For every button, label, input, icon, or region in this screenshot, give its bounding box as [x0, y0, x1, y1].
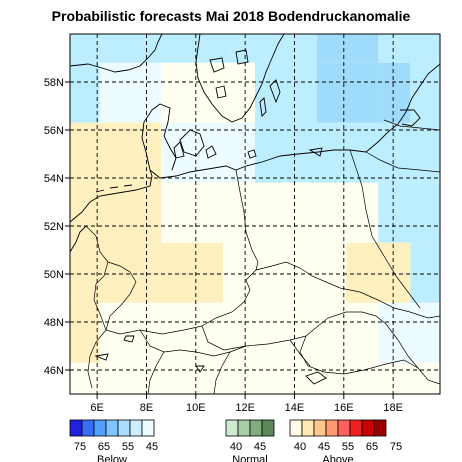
colorbar-group-label: Below — [97, 454, 127, 462]
colorbar-swatch — [361, 419, 375, 437]
colorbar-tick-label: 55 — [342, 441, 354, 453]
forecast-cell — [161, 122, 255, 183]
lat-tick-label: 52N — [44, 221, 64, 233]
colorbar-tick-label: 40 — [230, 441, 242, 453]
lat-tick-label: 54N — [44, 173, 64, 185]
chart-title: Probabilistic forecasts Mai 2018 Bodendr… — [51, 8, 411, 24]
forecast-cell — [161, 182, 379, 243]
lat-tick-label: 50N — [44, 269, 64, 281]
colorbar-swatch — [313, 419, 327, 437]
coastlines-borders — [70, 34, 440, 394]
colorbar-swatch — [117, 419, 131, 437]
colorbar-swatch — [225, 419, 239, 437]
colorbar-tick-label: 65 — [366, 441, 378, 453]
lat-tick-label: 56N — [44, 125, 64, 137]
forecast-cell — [378, 34, 440, 63]
colorbar-tick-label: 55 — [122, 441, 134, 453]
forecast-cell — [378, 302, 440, 363]
colorbar-group-label: Above — [322, 454, 353, 462]
colorbar-swatch — [81, 419, 95, 437]
forecast-cell — [316, 34, 379, 63]
lat-tick-label: 46N — [44, 365, 64, 377]
forecast-cell — [378, 182, 440, 243]
forecast-cell — [316, 62, 379, 123]
lon-tick-label: 14E — [285, 402, 305, 414]
colorbar-tick-label: 40 — [294, 441, 306, 453]
colorbar-tick-label: 75 — [390, 441, 402, 453]
colorbar-swatch — [69, 419, 83, 437]
forecast-cell — [346, 242, 411, 303]
forecast-cell — [161, 62, 255, 123]
lon-tick-label: 10E — [186, 402, 206, 414]
colorbar-swatch — [141, 419, 155, 437]
colorbar-swatch — [373, 419, 387, 437]
colorbar-swatch — [261, 419, 275, 437]
forecast-cell — [70, 362, 440, 394]
forecast-cell — [70, 62, 100, 123]
colorbar-swatch — [349, 419, 363, 437]
colorbar-tick-label: 45 — [318, 441, 330, 453]
colorbar-swatch — [337, 419, 351, 437]
lon-tick-label: 12E — [235, 402, 255, 414]
forecast-cell — [255, 122, 440, 183]
lat-tick-label: 48N — [44, 317, 64, 329]
lat-tick-label: 58N — [44, 77, 64, 89]
colorbar-swatch — [129, 419, 143, 437]
colorbar-swatch — [249, 419, 263, 437]
forecast-cell — [70, 34, 317, 63]
colorbar-swatch — [93, 419, 107, 437]
colorbar-group-label: Normal — [232, 454, 267, 462]
colorbar-swatch — [325, 419, 339, 437]
colorbar-swatch — [301, 419, 315, 437]
map-axes: 46N 48N 50N 52N 54N 56N 58N 6E 8E 10E 12E 14E 16E 18E — [44, 77, 403, 414]
colorbar-swatch — [237, 419, 251, 437]
colorbar-tick-label: 75 — [74, 441, 86, 453]
forecast-cell — [70, 182, 162, 243]
forecast-cell — [410, 242, 440, 303]
colorbar-tick-label: 45 — [146, 441, 158, 453]
lon-tick-label: 8E — [140, 402, 153, 414]
colorbar-swatch — [289, 419, 303, 437]
forecast-cell — [70, 302, 100, 363]
forecast-cell — [222, 242, 347, 303]
map-frame — [69, 33, 441, 395]
forecast-cell — [378, 62, 411, 123]
colorbar-tick-label: 65 — [98, 441, 110, 453]
lon-tick-label: 6E — [90, 402, 103, 414]
lon-tick-label: 16E — [334, 402, 354, 414]
colorbar-swatch — [105, 419, 119, 437]
colorbar-tick-label: 45 — [254, 441, 266, 453]
map-gridlines — [70, 34, 440, 394]
forecast-cell — [99, 62, 162, 123]
forecast-cell — [410, 62, 440, 123]
lon-tick-label: 18E — [383, 402, 403, 414]
forecast-cell — [70, 122, 162, 183]
